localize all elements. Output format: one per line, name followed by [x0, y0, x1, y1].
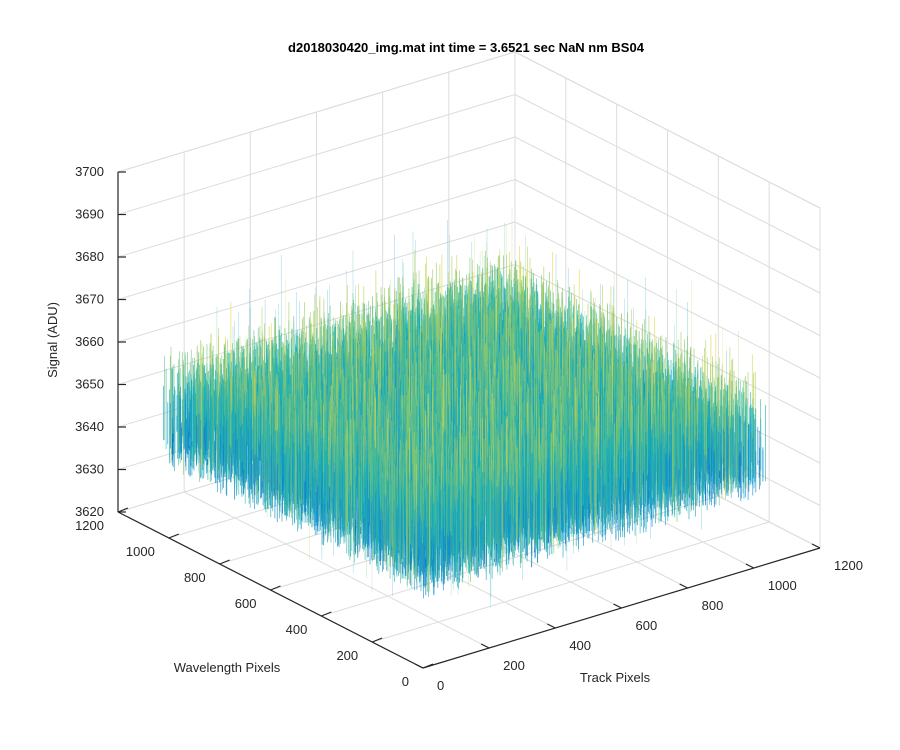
wall-grid-z	[117, 264, 516, 385]
wall-grid-z	[117, 136, 516, 258]
wall-grid-z	[117, 221, 516, 343]
wall-grid-z	[514, 179, 821, 336]
wall-grid-z	[514, 94, 821, 251]
plot-title: d2018030420_img.mat int time = 3.6521 se…	[288, 40, 645, 55]
floor-grid-y	[372, 521, 770, 643]
wall-grid-z	[117, 94, 516, 215]
box-edge	[117, 51, 516, 173]
wall-grid-z	[514, 136, 821, 294]
wall-grid-z	[117, 179, 516, 300]
box-edge	[514, 51, 821, 209]
wall-grid-z	[514, 221, 821, 379]
surface-data	[163, 207, 766, 608]
wall-grid-z	[514, 264, 821, 421]
